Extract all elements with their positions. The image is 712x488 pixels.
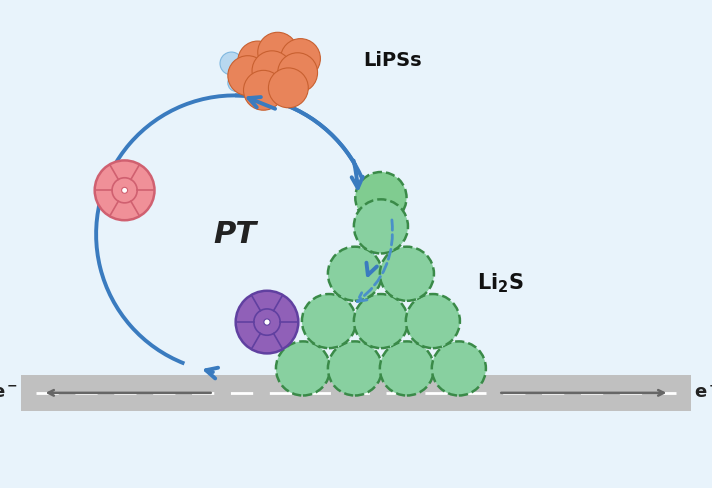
Ellipse shape (379, 247, 434, 301)
Ellipse shape (278, 53, 318, 93)
Text: $\mathbf{e^-}$: $\mathbf{e^-}$ (0, 384, 18, 402)
Ellipse shape (228, 56, 268, 96)
Ellipse shape (276, 342, 330, 395)
Ellipse shape (252, 51, 292, 91)
Text: PT: PT (214, 220, 256, 249)
Ellipse shape (355, 172, 407, 224)
Ellipse shape (258, 32, 298, 72)
Text: $\mathbf{e^-}$: $\mathbf{e^-}$ (694, 384, 712, 402)
Ellipse shape (328, 247, 382, 301)
Text: LiPSs: LiPSs (363, 52, 422, 70)
Text: $\mathregular{Li_2S}$: $\mathregular{Li_2S}$ (477, 271, 524, 295)
Ellipse shape (354, 294, 408, 348)
Ellipse shape (220, 52, 243, 75)
Ellipse shape (244, 70, 283, 110)
FancyBboxPatch shape (21, 375, 691, 411)
Ellipse shape (328, 342, 382, 395)
Ellipse shape (228, 74, 245, 92)
Ellipse shape (354, 199, 408, 253)
Ellipse shape (122, 187, 127, 193)
Ellipse shape (379, 342, 434, 395)
Ellipse shape (302, 294, 356, 348)
Ellipse shape (264, 319, 270, 325)
Ellipse shape (95, 161, 155, 220)
Ellipse shape (238, 41, 278, 81)
Ellipse shape (431, 342, 486, 395)
Ellipse shape (236, 291, 298, 353)
Ellipse shape (281, 39, 320, 79)
Ellipse shape (406, 294, 460, 348)
Ellipse shape (268, 68, 308, 108)
